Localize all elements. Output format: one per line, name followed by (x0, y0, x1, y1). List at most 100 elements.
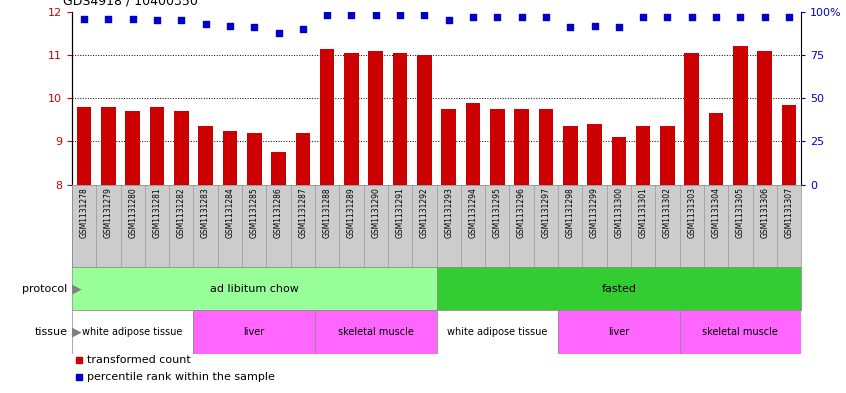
Text: GSM1131282: GSM1131282 (177, 187, 186, 238)
Bar (393, 53, 408, 185)
Text: GSM1131307: GSM1131307 (784, 187, 794, 238)
Text: white adipose tissue: white adipose tissue (448, 327, 547, 337)
Text: ▶: ▶ (68, 282, 81, 296)
Text: GSM1131278: GSM1131278 (80, 187, 89, 238)
Bar (757, 51, 772, 185)
Point (636, 14, 650, 20)
Bar (539, 109, 553, 185)
Bar (612, 137, 626, 185)
Bar (72, 310, 194, 354)
Bar (437, 310, 558, 354)
Bar (558, 310, 679, 354)
Text: percentile rank within the sample: percentile rank within the sample (87, 372, 275, 382)
Bar (437, 267, 801, 310)
Point (515, 14, 529, 20)
Bar (679, 310, 801, 354)
Bar (272, 152, 286, 185)
Point (126, 16, 140, 22)
Point (563, 24, 577, 31)
Text: GSM1131283: GSM1131283 (201, 187, 210, 238)
Text: GSM1131287: GSM1131287 (299, 187, 307, 238)
Text: GSM1131279: GSM1131279 (104, 187, 113, 238)
Text: GSM1131284: GSM1131284 (225, 187, 234, 238)
Bar (344, 53, 359, 185)
Point (758, 14, 772, 20)
Text: GSM1131306: GSM1131306 (761, 187, 769, 238)
Point (685, 14, 699, 20)
Text: GSM1131303: GSM1131303 (687, 187, 696, 238)
Text: tissue: tissue (35, 327, 68, 337)
Text: GSM1131301: GSM1131301 (639, 187, 648, 238)
Point (151, 17, 164, 24)
Point (174, 17, 188, 24)
Text: GSM1131289: GSM1131289 (347, 187, 356, 238)
Text: GSM1131285: GSM1131285 (250, 187, 259, 238)
Point (369, 12, 382, 18)
Text: ▶: ▶ (68, 325, 81, 339)
Point (783, 14, 796, 20)
Bar (442, 109, 456, 185)
Bar (315, 310, 437, 354)
Point (223, 22, 237, 29)
Text: GSM1131288: GSM1131288 (322, 187, 332, 238)
Point (272, 29, 285, 36)
Bar (733, 46, 748, 185)
Text: GSM1131294: GSM1131294 (469, 187, 477, 238)
Point (612, 24, 625, 31)
Bar (587, 124, 602, 185)
Point (588, 22, 602, 29)
Point (199, 21, 212, 27)
Bar (295, 133, 310, 185)
Text: GSM1131302: GSM1131302 (663, 187, 672, 238)
Text: GSM1131281: GSM1131281 (152, 187, 162, 238)
Text: GSM1131304: GSM1131304 (711, 187, 721, 238)
Point (344, 12, 358, 18)
Bar (72, 267, 437, 310)
Bar (684, 53, 699, 185)
Bar (709, 113, 723, 185)
Text: GSM1131298: GSM1131298 (566, 187, 574, 238)
Point (733, 14, 747, 20)
Text: GSM1131286: GSM1131286 (274, 187, 283, 238)
Bar (514, 109, 529, 185)
Bar (247, 133, 261, 185)
Point (442, 17, 455, 24)
Text: GSM1131293: GSM1131293 (444, 187, 453, 238)
Text: GSM1131292: GSM1131292 (420, 187, 429, 238)
Point (466, 14, 480, 20)
Text: GDS4918 / 10400350: GDS4918 / 10400350 (63, 0, 198, 8)
Point (539, 14, 552, 20)
Text: protocol: protocol (23, 284, 68, 294)
Point (102, 16, 115, 22)
Point (393, 12, 407, 18)
Text: white adipose tissue: white adipose tissue (83, 327, 183, 337)
Bar (369, 51, 383, 185)
Point (321, 12, 334, 18)
Point (709, 14, 722, 20)
Bar (320, 48, 334, 185)
Text: GSM1131300: GSM1131300 (614, 187, 624, 238)
Bar (198, 126, 213, 185)
Point (418, 12, 431, 18)
Text: GSM1131290: GSM1131290 (371, 187, 380, 238)
Bar (465, 103, 481, 185)
Bar (150, 107, 164, 185)
Bar (490, 109, 504, 185)
Text: liver: liver (244, 327, 265, 337)
Bar (636, 126, 651, 185)
Text: GSM1131297: GSM1131297 (541, 187, 551, 238)
Point (77, 16, 91, 22)
Text: GSM1131299: GSM1131299 (590, 187, 599, 238)
Bar (417, 55, 431, 185)
Bar (125, 111, 140, 185)
Text: GSM1131296: GSM1131296 (517, 187, 526, 238)
Text: GSM1131295: GSM1131295 (493, 187, 502, 238)
Point (296, 26, 310, 32)
Bar (101, 107, 116, 185)
Bar (174, 111, 189, 185)
Bar (194, 310, 315, 354)
Text: liver: liver (608, 327, 629, 337)
Text: skeletal muscle: skeletal muscle (338, 327, 414, 337)
Bar (660, 126, 675, 185)
Bar (563, 126, 578, 185)
